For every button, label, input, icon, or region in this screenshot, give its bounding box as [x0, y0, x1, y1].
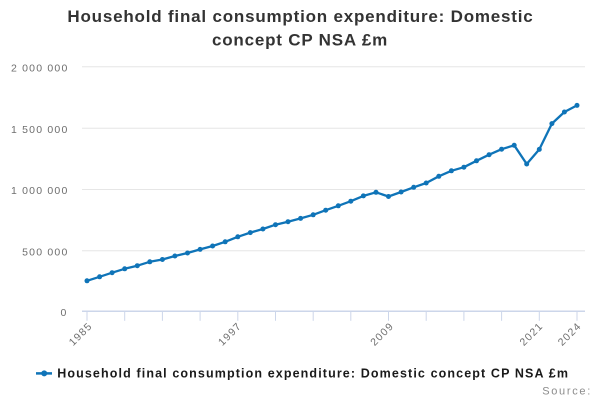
svg-text:concept CP NSA £m: concept CP NSA £m — [212, 31, 388, 50]
svg-text:Household final consumption ex: Household final consumption expenditure:… — [57, 367, 569, 381]
svg-text:0: 0 — [60, 307, 67, 319]
svg-text:Source:: Source: — [542, 385, 592, 397]
svg-text:Household final consumption ex: Household final consumption expenditure:… — [67, 7, 533, 26]
svg-text:1 500 000: 1 500 000 — [11, 124, 69, 136]
svg-text:2 000 000: 2 000 000 — [11, 62, 69, 74]
svg-text:500 000: 500 000 — [22, 246, 68, 258]
svg-text:1 000 000: 1 000 000 — [11, 185, 69, 197]
